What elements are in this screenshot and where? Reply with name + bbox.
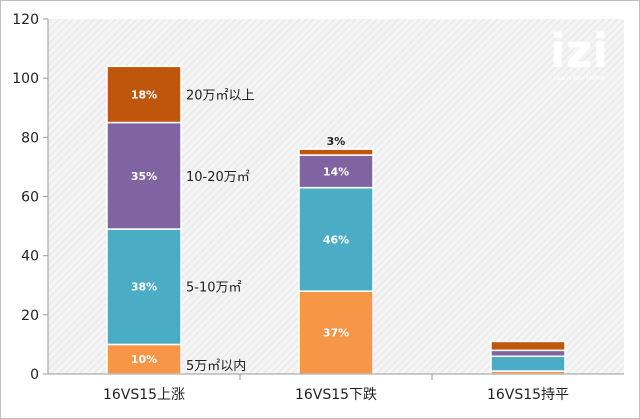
- y-tick-label: 0: [30, 367, 39, 383]
- data-label: 35%: [131, 170, 157, 183]
- logo-wordmark: izi: [550, 24, 608, 78]
- data-label: 46%: [323, 233, 349, 246]
- bar-segment: [491, 350, 565, 356]
- category-label: 16VS15下跌: [295, 387, 377, 403]
- y-tick-label: 60: [21, 190, 39, 206]
- bar-segment: [491, 341, 565, 350]
- data-label: 37%: [323, 327, 349, 340]
- bar-segment: [299, 149, 373, 155]
- y-tick-label: 80: [21, 130, 39, 146]
- bar-segment: [491, 356, 565, 371]
- category-label: 16VS15持平: [487, 387, 569, 403]
- y-axis-ticks: 0 20 40 60 80 100 120: [12, 12, 48, 383]
- data-label: 14%: [323, 165, 349, 178]
- category-labels: 16VS15上涨 16VS15下跌 16VS15持平: [103, 374, 569, 403]
- legend-label: 5-10万㎡: [186, 281, 242, 296]
- data-label: 18%: [131, 88, 157, 101]
- y-tick-label: 40: [21, 249, 39, 265]
- izi-logo: izi Learn Your Home: [550, 24, 608, 82]
- y-tick-label: 20: [21, 308, 39, 324]
- data-label: 38%: [131, 281, 157, 294]
- data-label: 10%: [131, 353, 157, 366]
- category-label: 16VS15上涨: [103, 387, 185, 403]
- data-label: 3%: [327, 135, 346, 148]
- legend-label: 20万㎡以上: [186, 88, 255, 103]
- logo-tagline: Learn Your Home: [553, 75, 604, 82]
- legend-label: 10-20万㎡: [186, 170, 250, 185]
- y-tick-label: 100: [12, 71, 39, 87]
- legend-label: 5万㎡以内: [186, 358, 246, 374]
- y-tick-label: 120: [12, 12, 39, 28]
